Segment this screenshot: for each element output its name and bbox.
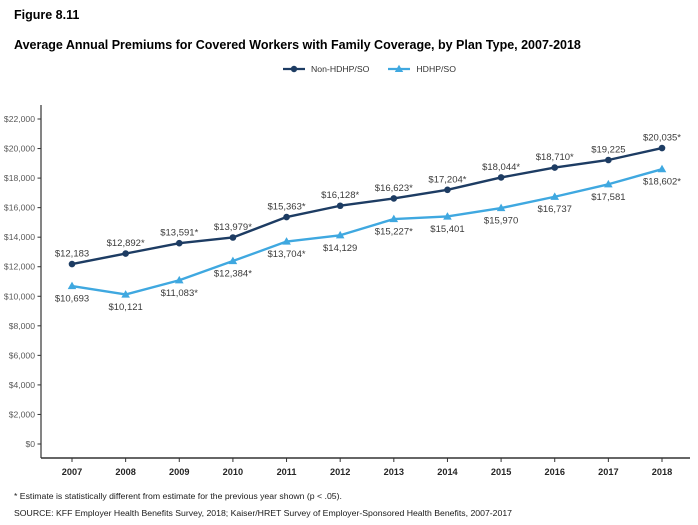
footnote-significance: * Estimate is statistically different fr… [14, 491, 342, 501]
data-point-label: $14,129 [323, 243, 357, 254]
data-point-label: $18,044* [482, 162, 520, 173]
data-point-label: $15,363* [268, 202, 306, 213]
y-axis-tick-label: $2,000 [9, 409, 36, 419]
data-point-label: $16,623* [375, 183, 413, 194]
data-point-marker [174, 275, 184, 284]
data-point-label: $13,591* [160, 228, 198, 239]
data-point-label: $12,384* [214, 269, 252, 280]
x-axis-tick-label: 2009 [169, 467, 189, 477]
legend-item-non-hdhp: Non-HDHP/SO [282, 64, 369, 74]
data-point-marker [228, 256, 238, 265]
data-point-label: $13,979* [214, 222, 252, 233]
y-axis-tick-label: $22,000 [4, 114, 35, 124]
x-axis-tick-label: 2008 [115, 467, 135, 477]
data-point-marker [122, 250, 129, 257]
data-point-marker [444, 186, 451, 194]
data-point-label: $10,121 [108, 302, 142, 313]
legend-label-hdhp: HDHP/SO [416, 64, 456, 74]
series-line-hdhp-so [71, 168, 663, 296]
y-axis-tick-label: $6,000 [9, 350, 36, 360]
data-point-marker [605, 156, 612, 164]
x-axis-tick-label: 2013 [384, 467, 404, 477]
x-axis-tick-label: 2016 [545, 467, 565, 477]
data-point-marker [121, 290, 130, 298]
data-point-marker [390, 195, 398, 202]
y-axis-tick-label: $4,000 [9, 380, 36, 390]
x-axis-tick-label: 2018 [652, 467, 672, 477]
figure-label: Figure 8.11 [14, 8, 80, 22]
legend-item-hdhp: HDHP/SO [387, 64, 456, 74]
y-axis-tick-label: $20,000 [4, 144, 35, 154]
y-axis-tick-label: $16,000 [4, 203, 35, 213]
y-axis-tick-label: $8,000 [9, 321, 36, 331]
data-point-label: $12,892* [107, 238, 145, 249]
series-line-non-hdhp-so [71, 146, 663, 266]
data-point-marker [229, 234, 237, 241]
data-point-marker [497, 174, 505, 181]
chart-title: Average Annual Premiums for Covered Work… [14, 38, 581, 52]
data-point-label: $16,737 [538, 204, 572, 215]
data-point-label: $17,204* [428, 174, 466, 185]
data-point-marker [551, 164, 559, 171]
x-axis-tick-label: 2014 [437, 467, 458, 477]
data-point-marker [550, 192, 560, 200]
y-axis-tick-label: $18,000 [4, 173, 35, 183]
y-axis-tick-label: $12,000 [4, 262, 35, 272]
data-point-marker [336, 202, 344, 210]
legend-label-non-hdhp: Non-HDHP/SO [310, 64, 370, 74]
chart-legend: Non-HDHP/SO HDHP/SO [0, 64, 698, 74]
data-point-label: $18,710* [536, 152, 574, 163]
data-point-label: $10,693 [55, 294, 89, 305]
data-point-marker [67, 281, 77, 290]
y-axis-tick-label: $10,000 [4, 291, 35, 301]
data-point-marker [175, 239, 183, 247]
data-point-marker [496, 203, 506, 212]
data-point-label: $13,704* [268, 249, 306, 260]
line-triangle-marker-icon [388, 64, 411, 72]
data-point-marker [658, 144, 666, 152]
data-point-marker [443, 212, 452, 220]
data-point-label: $15,401 [430, 224, 464, 235]
data-point-label: $11,083* [161, 288, 199, 299]
data-point-label: $17,581 [591, 192, 625, 203]
line-chart: $0 $2,000 $4,000 $6,000 $8,000 $10,000 $12,000… [4, 105, 690, 477]
data-point-label: $18,602* [643, 177, 681, 188]
y-axis-tick-label: $14,000 [4, 232, 35, 242]
footnote-source: SOURCE: KFF Employer Health Benefits Sur… [14, 508, 512, 518]
x-axis-tick-label: 2017 [598, 467, 618, 477]
y-axis-tick-label: $0 [25, 439, 35, 449]
data-point-marker [335, 230, 345, 239]
data-point-marker [389, 214, 399, 223]
data-point-marker [604, 179, 613, 188]
data-point-label: $16,128* [321, 190, 359, 201]
x-axis-tick-label: 2007 [62, 467, 82, 477]
data-point-marker [282, 237, 291, 245]
data-point-label: $15,227* [375, 227, 413, 238]
data-point-marker [657, 164, 667, 173]
x-axis-tick-label: 2012 [330, 467, 350, 477]
data-point-label: $15,970 [484, 216, 518, 227]
data-point-label: $19,225 [591, 144, 625, 155]
x-axis-tick-label: 2011 [277, 467, 297, 477]
data-point-label: $12,183 [55, 249, 89, 260]
data-point-marker [68, 260, 76, 268]
data-point-marker [283, 213, 290, 221]
data-point-label: $20,035* [643, 133, 681, 144]
x-axis-tick-label: 2015 [491, 467, 511, 477]
x-axis-tick-label: 2010 [223, 467, 243, 477]
line-circle-marker-icon [282, 65, 305, 73]
